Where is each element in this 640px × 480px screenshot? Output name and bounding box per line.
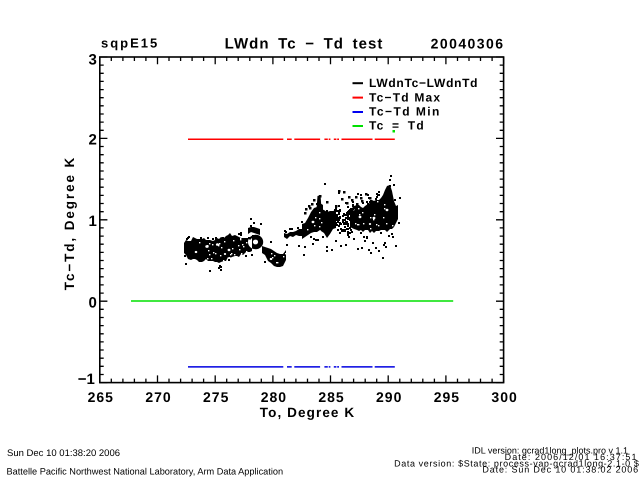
svg-text:Tc−Td, Degree K: Tc−Td, Degree K: [62, 156, 77, 290]
svg-text:265: 265: [88, 389, 114, 405]
svg-text:300: 300: [491, 389, 517, 405]
svg-text:1: 1: [88, 213, 96, 230]
svg-text:LWdnTc−LWdnTd: LWdnTc−LWdnTd: [369, 76, 478, 90]
svg-text:IDL version: gcrad1long_plots.: IDL version: gcrad1long_plots.pro v 1.1: [472, 446, 628, 456]
svg-text:275: 275: [203, 389, 229, 405]
svg-text:−1: −1: [78, 371, 95, 388]
svg-text:Tc−Td Max: Tc−Td Max: [369, 90, 441, 104]
svg-text:2: 2: [88, 132, 96, 149]
svg-text:3: 3: [88, 51, 96, 68]
svg-text:20040306: 20040306: [431, 36, 505, 52]
svg-text:Tc−Td Min: Tc−Td Min: [369, 105, 441, 119]
svg-text:Tc = Td: Tc = Td: [369, 119, 425, 133]
svg-text:Data version: $State: process-: Data version: $State: process-vap-gcrad1…: [394, 458, 639, 468]
svg-text:295: 295: [434, 389, 460, 405]
svg-text:sqpE15: sqpE15: [101, 35, 159, 50]
svg-text:Date: 2006/12/01 16:37:51: Date: 2006/12/01 16:37:51: [505, 452, 638, 462]
svg-text:Date: Sun Dec 10 01:38:02 2006: Date: Sun Dec 10 01:38:02 2006: [482, 465, 639, 475]
svg-text:270: 270: [145, 389, 171, 405]
svg-text:280: 280: [261, 389, 287, 405]
svg-text:Sun Dec 10 01:38:20 2006: Sun Dec 10 01:38:20 2006: [7, 448, 120, 459]
svg-text:LWdn Tc − Td test: LWdn Tc − Td test: [225, 36, 384, 53]
svg-text:285: 285: [318, 389, 344, 405]
svg-text:0: 0: [88, 294, 96, 311]
svg-text:To, Degree K: To, Degree K: [260, 405, 355, 420]
svg-text:Battelle Pacific Northwest Nat: Battelle Pacific Northwest National Labo…: [7, 467, 284, 477]
svg-text:290: 290: [376, 389, 402, 405]
